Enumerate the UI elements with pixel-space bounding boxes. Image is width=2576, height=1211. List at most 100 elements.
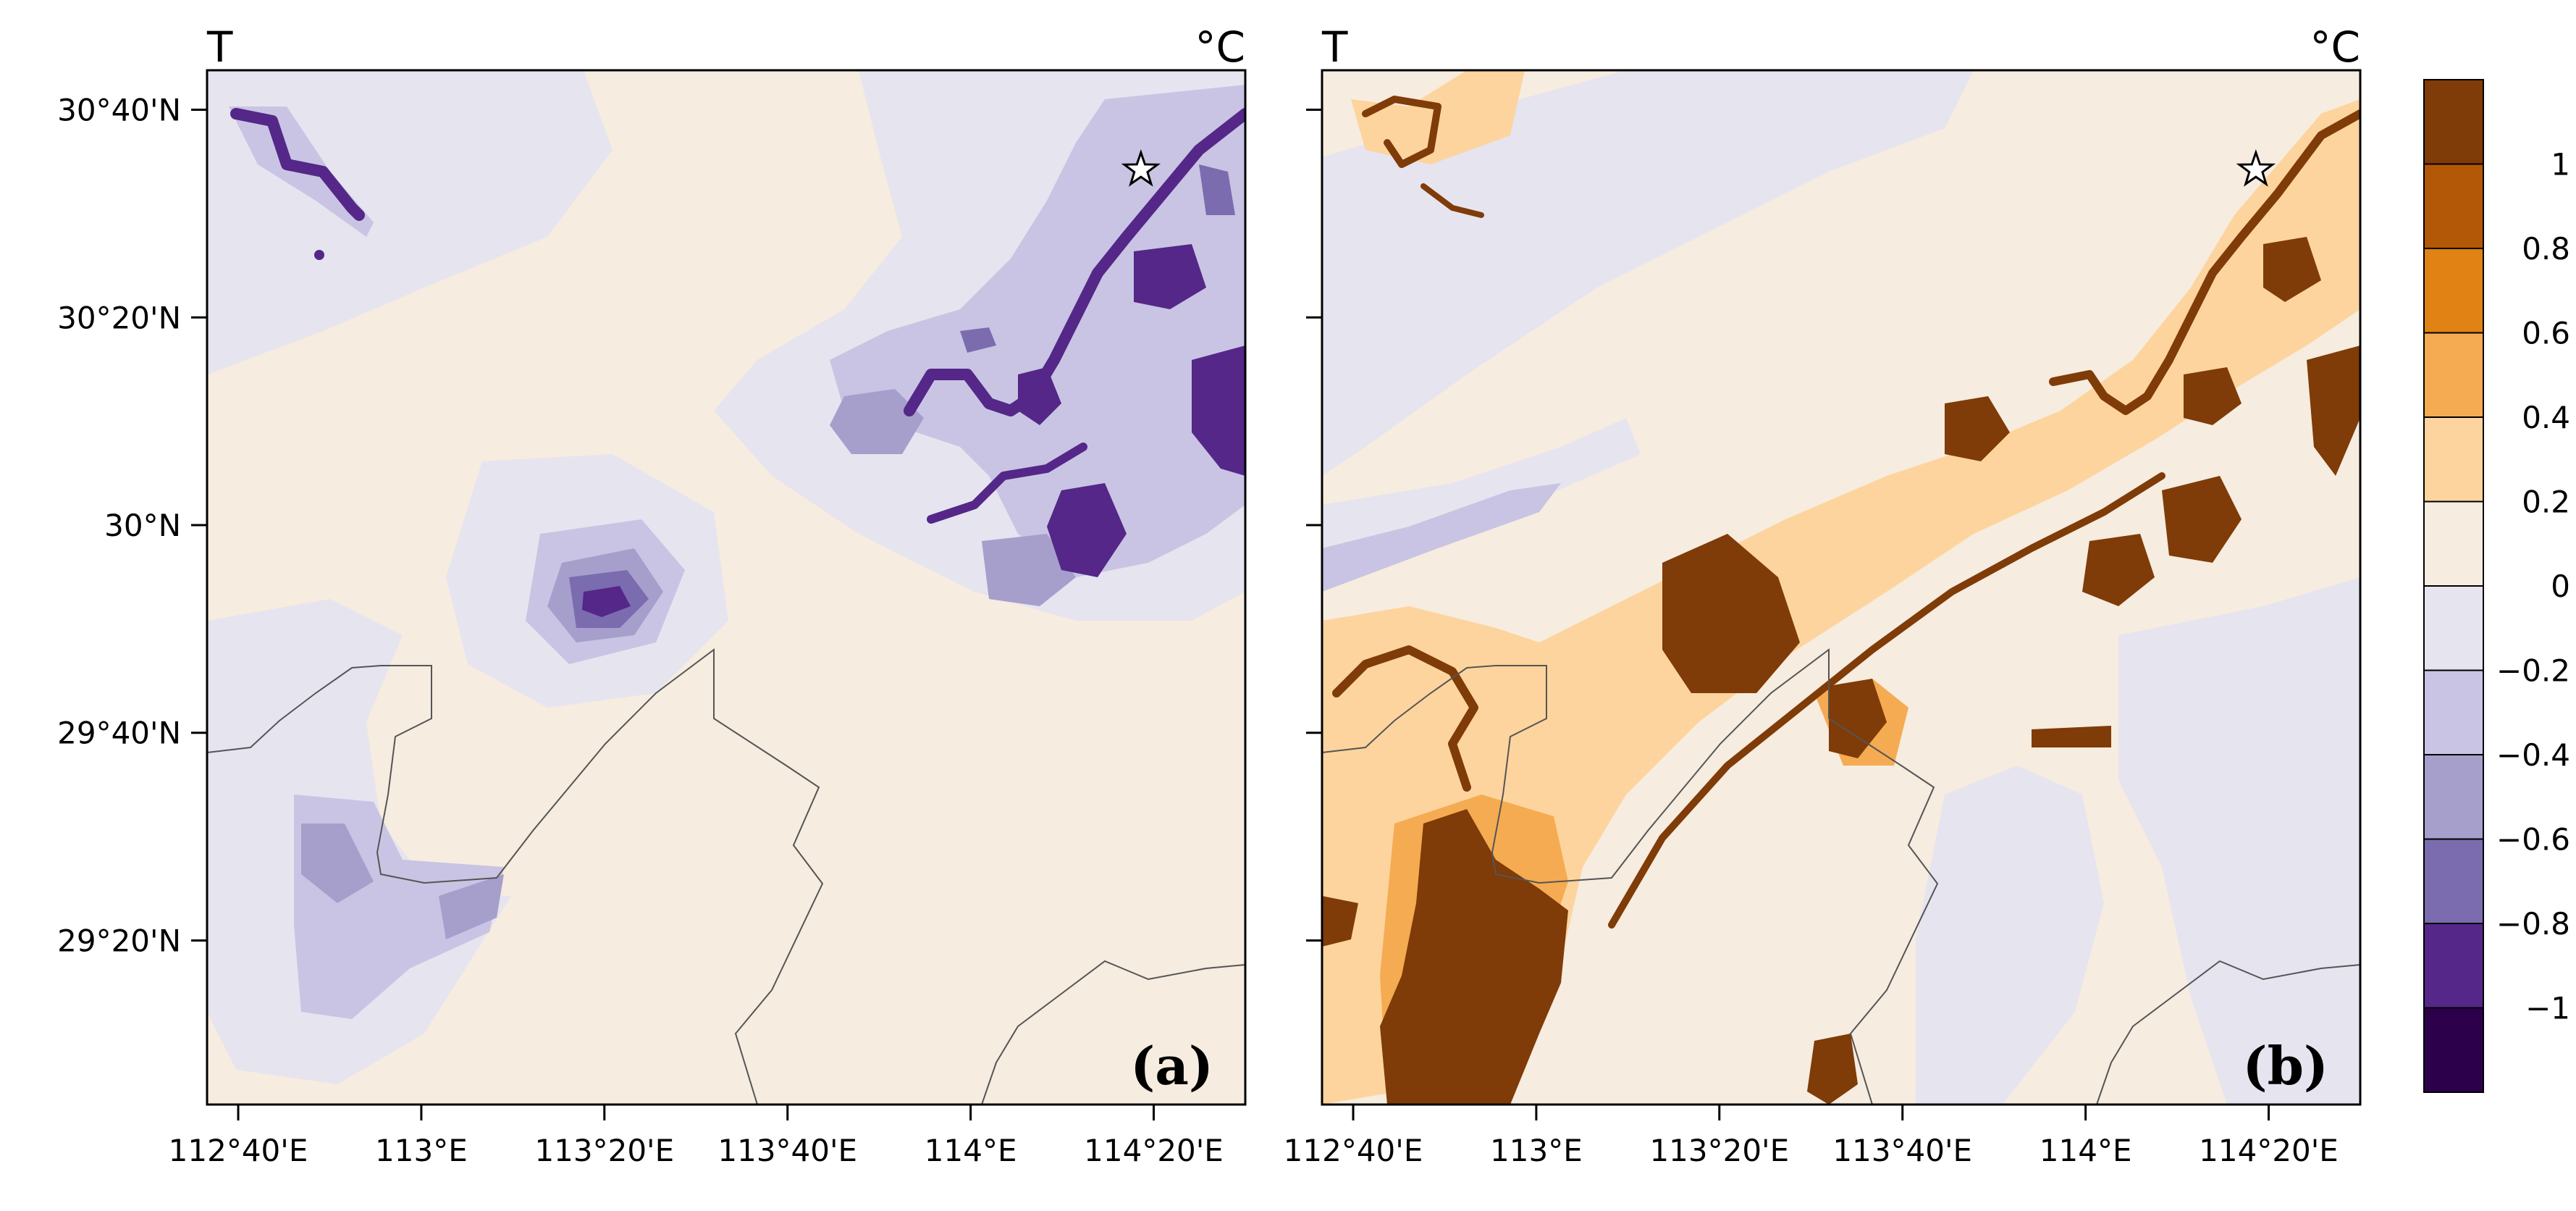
colorbar-label: 0.6 bbox=[2522, 316, 2570, 351]
field-region bbox=[582, 586, 631, 617]
field-region bbox=[2032, 726, 2111, 747]
colorbar-swatch bbox=[2423, 923, 2484, 1009]
colorbar-swatch bbox=[2423, 416, 2484, 503]
colorbar-swatch bbox=[2423, 332, 2484, 418]
x-tick-label: 113°20'E bbox=[1649, 1133, 1789, 1168]
field-region bbox=[1916, 766, 2104, 1105]
field-region bbox=[230, 108, 365, 221]
panel-b-frame bbox=[1321, 69, 2362, 1106]
field-region bbox=[1322, 483, 1561, 592]
colorbar-swatch bbox=[2423, 248, 2484, 334]
field-region bbox=[1662, 534, 1800, 693]
panel-b-anomaly-field bbox=[1322, 70, 2360, 1105]
field-region bbox=[1608, 472, 2165, 929]
x-tick-label: 112°40'E bbox=[1284, 1133, 1423, 1168]
colorbar-swatch bbox=[2423, 669, 2484, 755]
panel-a-unit-label: °C bbox=[1195, 22, 1246, 72]
colorbar-label: −0.2 bbox=[2496, 653, 2570, 689]
panel-a-anomaly-field bbox=[207, 70, 1245, 1084]
star-icon bbox=[1121, 149, 1161, 187]
colorbar-label: 0.4 bbox=[2522, 400, 2570, 435]
field-region bbox=[830, 85, 1245, 577]
colorbar-labels: 1 0.8 0.6 0.4 0.2 0 −0.2 −0.4 −0.6 −0.8 −1 bbox=[2496, 147, 2570, 1026]
panel-b-variable-label: T bbox=[1321, 22, 1348, 72]
x-tick-label: 113°E bbox=[1490, 1133, 1583, 1168]
field-region bbox=[301, 824, 374, 903]
panel-a-tag: (a) bbox=[1130, 1035, 1213, 1097]
colorbar-label: 0.8 bbox=[2522, 231, 2570, 267]
x-tick-label: 114°20'E bbox=[1084, 1133, 1224, 1168]
x-tick-label: 114°E bbox=[2040, 1133, 2132, 1168]
x-tick-label: 112°40'E bbox=[169, 1133, 308, 1168]
colorbar: 1 0.8 0.6 0.4 0.2 0 −0.2 −0.4 −0.6 −0.8 −1 bbox=[2423, 79, 2570, 1093]
star-icon bbox=[2236, 149, 2276, 187]
y-tick-label: 30°40'N bbox=[57, 92, 181, 127]
panel-b-unit-label: °C bbox=[2310, 22, 2361, 72]
panel-b-boundaries bbox=[1322, 648, 2360, 1105]
colorbar-label: 1 bbox=[2551, 147, 2570, 183]
colorbar-label: −0.4 bbox=[2496, 737, 2570, 773]
x-tick-label: 114°20'E bbox=[2199, 1133, 2339, 1168]
field-region bbox=[1199, 164, 1235, 215]
field-region bbox=[1322, 896, 1358, 947]
y-tick-label: 30°N bbox=[104, 508, 181, 543]
field-region bbox=[1047, 483, 1127, 577]
colorbar-swatch bbox=[2423, 163, 2484, 249]
boundary-line bbox=[2096, 960, 2360, 1105]
field-region bbox=[2049, 109, 2360, 415]
field-region bbox=[2307, 345, 2360, 476]
panel-a-axes: 112°40'E 113°E 113°20'E 113°40'E 114°E 114°20… bbox=[57, 92, 1224, 1168]
colorbar-label: −0.6 bbox=[2496, 822, 2570, 858]
field-region bbox=[1420, 183, 1484, 218]
colorbar-swatch bbox=[2423, 79, 2484, 165]
colorbar-swatch bbox=[2423, 838, 2484, 924]
y-tick-label: 29°20'N bbox=[57, 923, 181, 958]
field-region bbox=[1332, 645, 1478, 792]
field-region bbox=[1322, 99, 2360, 1105]
panel-a-boundaries bbox=[207, 648, 1245, 1105]
x-tick-label: 113°40'E bbox=[1832, 1133, 1972, 1168]
x-tick-label: 113°E bbox=[375, 1133, 468, 1168]
x-tick-label: 113°20'E bbox=[534, 1133, 674, 1168]
y-tick-label: 29°40'N bbox=[57, 716, 181, 751]
panel-b-map: T °C (b) 112°40'E 113°E 113°20'E 113°40'E 11… bbox=[1284, 22, 2362, 1168]
boundary-line bbox=[1322, 648, 1939, 1105]
colorbar-label: 0.2 bbox=[2522, 485, 2570, 520]
panel-b-axes: 112°40'E 113°E 113°20'E 113°40'E 114°E 114°20… bbox=[1284, 108, 2339, 1168]
field-region bbox=[2162, 476, 2242, 563]
field-region bbox=[2263, 237, 2321, 302]
colorbar-label: −1 bbox=[2525, 991, 2570, 1026]
field-region bbox=[1134, 244, 1206, 309]
field-region bbox=[1362, 96, 1441, 168]
field-region bbox=[1380, 809, 1568, 1105]
colorbar-label: −0.8 bbox=[2496, 906, 2570, 942]
panel-a-frame bbox=[206, 69, 1247, 1106]
field-region bbox=[1945, 396, 2010, 461]
field-region bbox=[1829, 679, 1887, 758]
field-region bbox=[2082, 534, 2155, 606]
field-region bbox=[1322, 70, 1974, 476]
boundary-line bbox=[207, 648, 824, 1105]
panel-a-variable-label: T bbox=[206, 22, 233, 72]
x-tick-label: 114°E bbox=[925, 1133, 1017, 1168]
field-region bbox=[1807, 1034, 1858, 1105]
field-region bbox=[904, 108, 1245, 416]
y-tick-label: 30°20'N bbox=[57, 300, 181, 335]
x-tick-label: 113°40'E bbox=[717, 1133, 857, 1168]
colorbar-swatch bbox=[2423, 1007, 2484, 1093]
field-region bbox=[1018, 367, 1061, 425]
field-region bbox=[2184, 367, 2242, 425]
panel-a-map: T °C (a) 112°40'E 113°E 113°20'E 113°40'E 11… bbox=[57, 22, 1247, 1168]
colorbar-swatch bbox=[2423, 754, 2484, 840]
field-region bbox=[1192, 345, 1245, 476]
colorbar-swatch bbox=[2423, 585, 2484, 671]
colorbar-swatches bbox=[2423, 79, 2484, 1093]
field-region bbox=[830, 389, 924, 454]
boundary-line bbox=[981, 960, 1245, 1105]
panel-b-tag: (b) bbox=[2243, 1035, 2328, 1097]
field-region bbox=[927, 443, 1087, 524]
field-region bbox=[960, 327, 996, 353]
colorbar-swatch bbox=[2423, 500, 2484, 587]
field-region bbox=[314, 250, 324, 260]
